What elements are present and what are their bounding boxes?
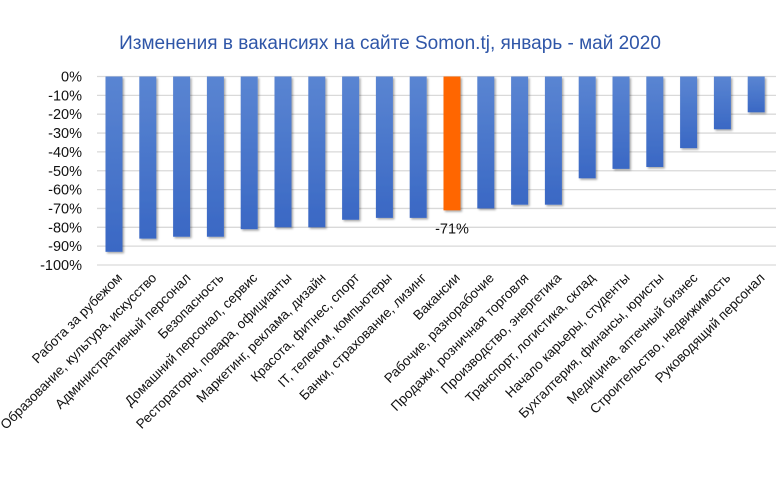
y-tick-label: -90% [48, 239, 82, 255]
bar [173, 76, 191, 237]
bar [274, 76, 292, 228]
bar [646, 76, 664, 167]
bar [544, 76, 562, 205]
y-tick-label: -30% [48, 126, 82, 142]
bar [105, 76, 123, 252]
bar-highlight [443, 76, 461, 211]
data-label: -71% [435, 221, 469, 237]
y-tick-label: -20% [48, 107, 82, 123]
bar [511, 76, 529, 205]
bar [308, 76, 326, 228]
bar [477, 76, 495, 209]
bar [342, 76, 360, 220]
bar [240, 76, 258, 230]
bar [375, 76, 393, 218]
bar [680, 76, 698, 149]
chart-title: Изменения в вакансиях на сайте Somon.tj,… [119, 33, 661, 54]
bar [578, 76, 596, 179]
bar [139, 76, 157, 239]
y-tick-label: -80% [48, 220, 82, 236]
y-tick-label: -70% [48, 201, 82, 217]
y-tick-label: 0% [61, 70, 82, 86]
y-tick-label: -60% [48, 183, 82, 199]
bar [409, 76, 427, 218]
bar [612, 76, 630, 169]
bar [713, 76, 731, 130]
y-tick-label: -40% [48, 145, 82, 161]
y-tick-label: -50% [48, 164, 82, 180]
bar [747, 76, 765, 113]
y-tick-label: -100% [40, 258, 82, 274]
y-tick-label: -10% [48, 88, 82, 104]
bar [206, 76, 224, 237]
